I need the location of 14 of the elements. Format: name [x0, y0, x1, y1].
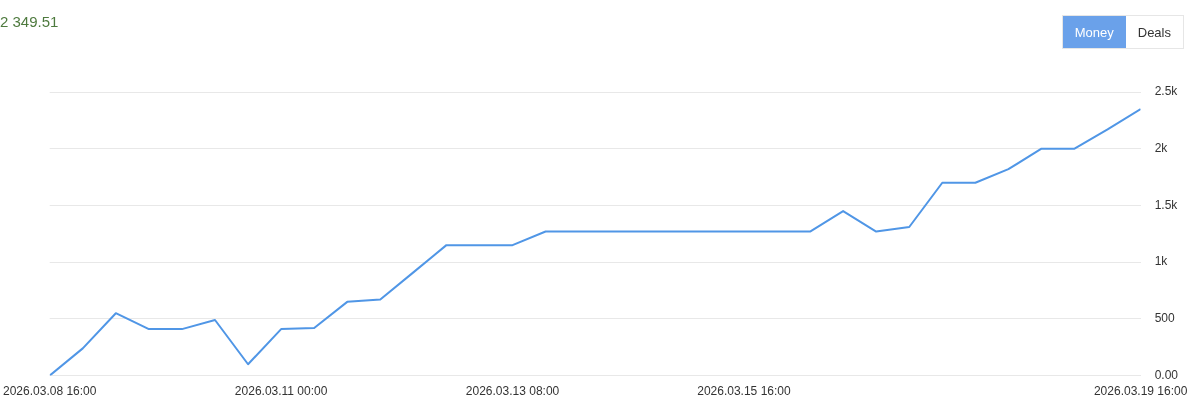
chart-title: 2 349.51	[0, 13, 59, 31]
x-tick-label: 2026.03.11 00:00	[234, 384, 328, 399]
x-tick-label: 2026.03.15 16:00	[697, 384, 791, 399]
y-tick-label: 1.5k	[1154, 197, 1179, 212]
y-tick-label: 500	[1154, 311, 1175, 326]
y-tick-label: 1k	[1154, 254, 1169, 269]
x-tick-label: 2026.03.19 16:00	[1093, 384, 1188, 399]
text: Money	[1062, 16, 1126, 48]
x-tick-label: 2026.03.13 08:00	[465, 384, 560, 399]
y-tick-label: 0.00	[1154, 367, 1179, 382]
y-tick-label: 2k	[1154, 141, 1169, 156]
text: Deals	[1125, 16, 1183, 48]
x-tick-label: 2026.03.08 16:00	[3, 384, 97, 399]
y-tick-label: 2.5k	[1154, 84, 1179, 99]
